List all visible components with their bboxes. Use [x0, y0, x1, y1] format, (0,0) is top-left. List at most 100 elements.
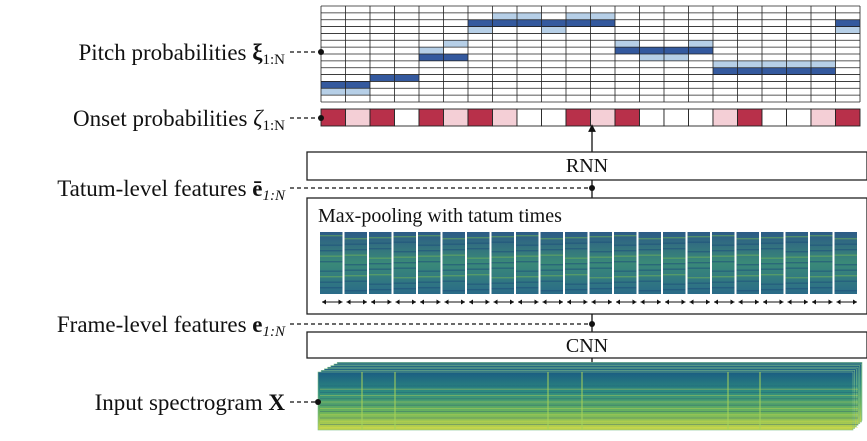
tatum-label: Tatum-level features ē1:N	[57, 176, 285, 204]
feature-texture	[663, 289, 686, 291]
pitch-cell-soft	[639, 54, 664, 61]
feature-texture	[687, 277, 710, 279]
arrow-head	[567, 299, 571, 305]
pitch-cell-main	[541, 19, 566, 27]
feature-texture	[491, 267, 514, 269]
onset-cell	[590, 108, 616, 127]
feature-texture	[810, 276, 833, 278]
arrow-head	[461, 299, 465, 305]
pitch-cell-main	[345, 81, 370, 89]
feature-texture	[516, 250, 539, 252]
feature-texture	[810, 250, 833, 252]
feature-texture	[418, 276, 441, 278]
arrow-head	[616, 299, 620, 305]
feature-texture	[491, 251, 514, 253]
feature-texture	[320, 261, 343, 263]
feature-texture	[418, 235, 441, 237]
cnn-label: CNN	[565, 335, 609, 357]
feature-texture	[393, 267, 416, 269]
feature-texture	[540, 243, 563, 245]
arrow-head	[322, 299, 326, 305]
arrow-head	[387, 299, 392, 305]
feature-texture	[344, 238, 367, 240]
pitch-cell-main	[664, 47, 689, 54]
feature-texture	[442, 264, 465, 266]
feature-texture	[834, 254, 857, 256]
feature-texture	[442, 249, 465, 251]
feature-texture	[638, 249, 661, 251]
feature-texture	[491, 256, 514, 258]
feature-texture	[736, 264, 759, 266]
onset-cell	[418, 108, 444, 127]
feature-texture	[614, 250, 637, 252]
spectrogram-layer	[317, 371, 854, 431]
feature-texture	[540, 254, 563, 256]
feature-texture	[491, 236, 514, 238]
feature-texture	[491, 282, 514, 284]
arrow-head	[510, 299, 514, 305]
feature-texture	[663, 263, 686, 265]
arrow-head	[518, 299, 522, 305]
rnn-block	[306, 151, 867, 181]
feature-texture	[516, 281, 539, 283]
tatum-feature-column	[516, 232, 539, 294]
feature-texture	[467, 237, 490, 239]
feature-texture	[516, 235, 539, 237]
feature-texture	[638, 269, 661, 271]
feature-texture	[369, 289, 392, 291]
feature-texture	[393, 241, 416, 243]
onset-cell	[320, 108, 346, 127]
feature-texture	[687, 256, 710, 258]
feature-texture	[540, 280, 563, 282]
feature-texture	[418, 270, 441, 272]
feature-texture	[467, 268, 490, 270]
tatum-interval-arrows	[322, 299, 857, 305]
arrow-head	[681, 299, 686, 305]
pitch-cell-soft	[615, 40, 640, 48]
feature-texture	[614, 244, 637, 246]
feature-texture	[614, 276, 637, 278]
feature-texture	[418, 281, 441, 283]
feature-texture	[320, 276, 343, 278]
feature-texture	[663, 237, 686, 239]
tatum-feature-column	[442, 232, 465, 294]
feature-texture	[810, 261, 833, 263]
feature-texture	[369, 237, 392, 239]
feature-texture	[761, 257, 784, 259]
onset-cell	[345, 108, 371, 127]
pitch-cell-soft	[566, 12, 591, 20]
pitch-cell-main	[786, 67, 811, 75]
feature-texture	[638, 243, 661, 245]
feature-texture	[761, 289, 784, 291]
pitch-cell-main	[639, 47, 664, 54]
maxpool-label: Max-pooling with tatum times	[318, 205, 562, 227]
feature-texture	[663, 274, 686, 276]
feature-texture	[687, 267, 710, 269]
feature-texture	[491, 288, 514, 290]
feature-texture	[393, 288, 416, 290]
feature-texture	[516, 261, 539, 263]
feature-texture	[810, 287, 833, 289]
feature-texture	[491, 262, 514, 264]
feature-texture	[834, 249, 857, 251]
feature-texture	[785, 236, 808, 238]
feature-texture	[320, 270, 343, 272]
feature-texture	[736, 275, 759, 277]
feature-texture	[761, 283, 784, 285]
arrow-head	[395, 299, 400, 305]
feature-texture	[393, 256, 416, 258]
pitch-cell-main	[835, 19, 860, 27]
feature-texture	[687, 241, 710, 243]
feature-texture	[442, 290, 465, 292]
feature-texture	[712, 261, 735, 263]
pitch-cell-soft	[713, 60, 738, 68]
pitch-cell-main	[713, 67, 738, 75]
feature-texture	[712, 255, 735, 257]
arrow-head	[640, 299, 645, 305]
leader-dots	[315, 49, 595, 405]
pitch-cell-soft	[492, 12, 517, 20]
feature-texture	[712, 287, 735, 289]
onset-cell	[614, 108, 640, 127]
arrow-head	[485, 299, 490, 305]
tatum-feature-column	[638, 232, 661, 294]
